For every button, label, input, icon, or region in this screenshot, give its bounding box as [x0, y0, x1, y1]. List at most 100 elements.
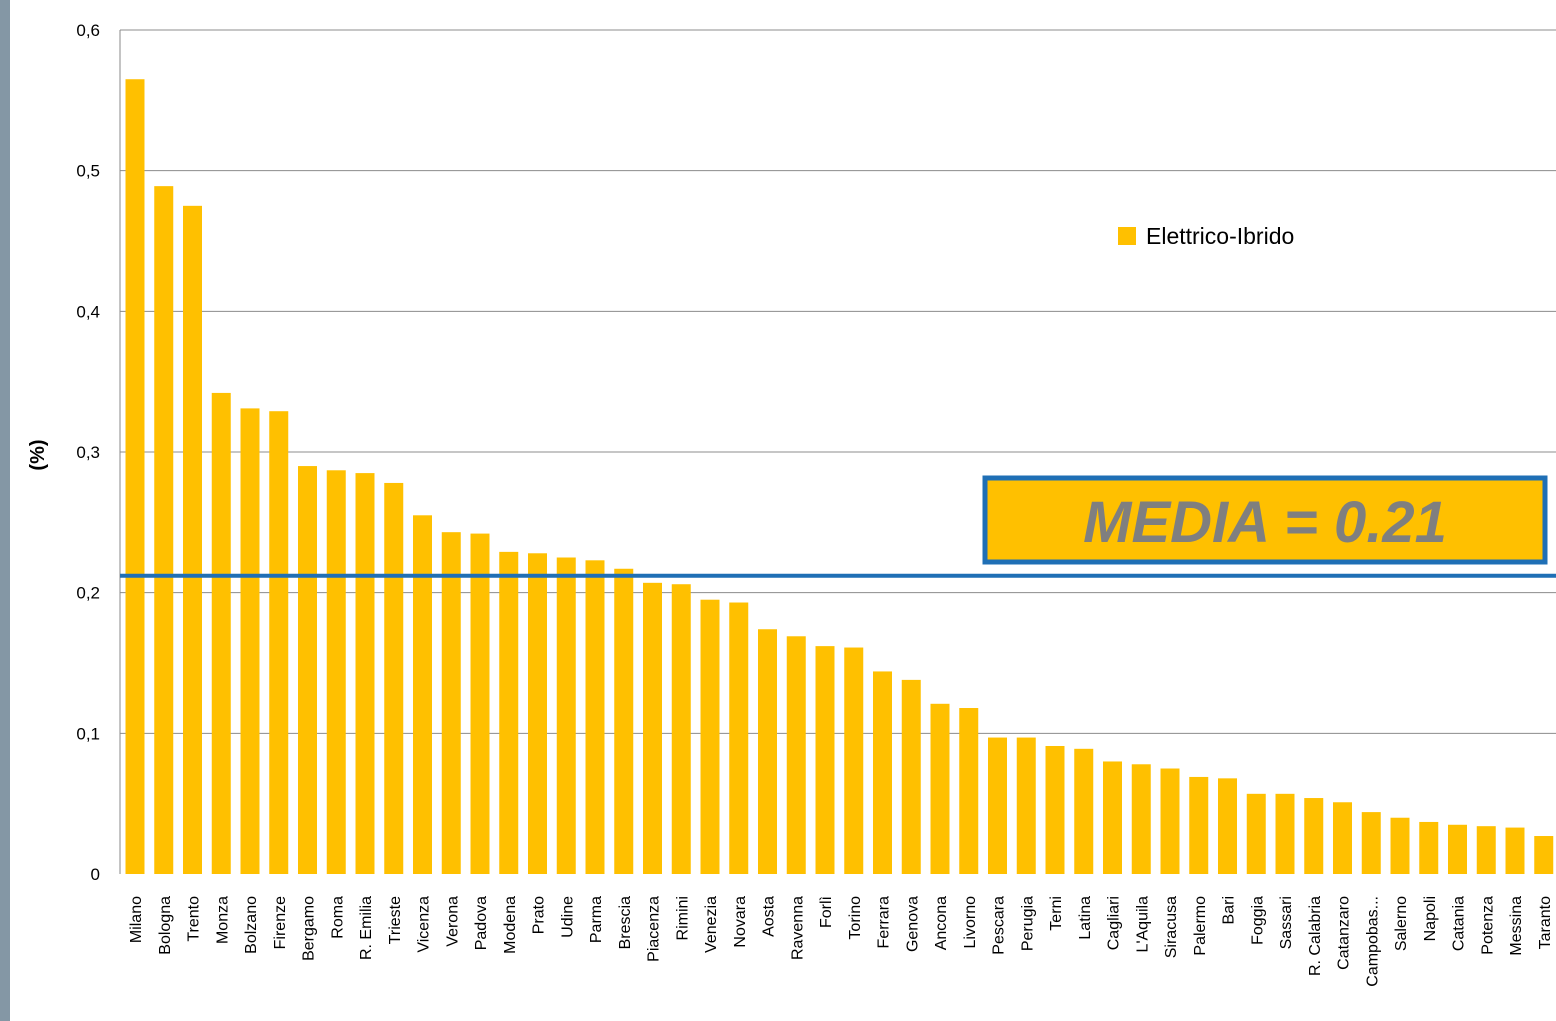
bar — [1045, 745, 1065, 874]
bar — [1103, 761, 1122, 874]
bar — [183, 205, 202, 875]
bar — [643, 582, 662, 874]
bar — [384, 482, 404, 874]
x-tick-label: Piacenza — [646, 896, 663, 962]
x-tick-label: Venezia — [703, 896, 720, 953]
bar — [1476, 826, 1496, 874]
bar — [470, 533, 490, 874]
bar — [873, 671, 892, 874]
mean-label: MEDIA = 0.21 — [1083, 490, 1447, 555]
x-tick-label: Ferrara — [876, 896, 893, 949]
x-tick-label: Catanzaro — [1336, 896, 1353, 970]
bar — [1505, 827, 1525, 874]
bar — [614, 568, 634, 874]
y-axis-ticks: 0 0,1 0,2 0,3 0,4 0,5 0,6 — [76, 21, 100, 884]
bar — [988, 737, 1007, 874]
x-tick-label: Livorno — [962, 896, 979, 949]
x-tick-label: Modena — [502, 896, 519, 954]
x-tick-label: Trieste — [387, 896, 404, 944]
mean-box: MEDIA = 0.21 — [982, 475, 1548, 565]
bar — [326, 470, 346, 874]
bar — [844, 647, 864, 874]
x-tick-label: Salerno — [1393, 896, 1410, 951]
bar — [125, 79, 145, 874]
bar — [1534, 836, 1554, 874]
x-tick-label: R. Calabria — [1307, 896, 1324, 976]
bar — [528, 553, 547, 874]
bar — [1131, 764, 1151, 874]
x-tick-label: Sassari — [1278, 896, 1295, 949]
x-tick-label: Firenze — [272, 896, 289, 949]
bar — [700, 599, 720, 874]
x-tick-label: Prato — [531, 896, 548, 934]
mean-box-background — [982, 475, 1548, 565]
x-tick-label: Potenza — [1479, 896, 1496, 955]
bar — [815, 646, 835, 874]
x-tick-label: Padova — [473, 896, 490, 950]
bar — [1333, 802, 1352, 874]
bar — [959, 708, 979, 874]
x-tick-label: Catania — [1451, 896, 1468, 951]
x-tick-label: Perugia — [1019, 896, 1036, 951]
x-tick-label: L'Aquila — [1134, 896, 1151, 953]
bar — [1275, 793, 1295, 874]
y-tick-label: 0,4 — [76, 302, 100, 321]
y-tick-label: 0,3 — [76, 443, 100, 462]
x-tick-label: Latina — [1077, 896, 1094, 940]
bar — [211, 392, 231, 874]
x-tick-label: Forlì — [818, 896, 835, 928]
y-tick-label: 0,5 — [76, 162, 100, 181]
x-tick-label: Napoli — [1422, 896, 1439, 941]
bar — [1304, 798, 1324, 874]
legend-label: Elettrico-Ibrido — [1146, 223, 1294, 249]
bar — [901, 679, 921, 874]
bar — [556, 557, 576, 874]
bar-chart: 0 0,1 0,2 0,3 0,4 0,5 0,6 (%) Milano Bologna Tre… — [27, 21, 1556, 987]
bar — [355, 473, 375, 874]
y-axis-label: (%) — [27, 439, 49, 470]
bar — [298, 466, 317, 874]
bars — [125, 79, 1554, 875]
y-tick-label: 0,6 — [76, 21, 100, 40]
x-tick-label: Novara — [732, 896, 749, 948]
x-axis-ticks: Milano Bologna Trento Monza Bolzano Firenze Be… — [128, 896, 1554, 987]
x-tick-label: Bari — [1221, 896, 1238, 924]
bar — [240, 408, 260, 874]
bar — [1189, 776, 1209, 874]
x-tick-label: Milano — [128, 896, 145, 943]
x-tick-label: Monza — [214, 896, 231, 944]
x-tick-label: Palermo — [1192, 896, 1209, 956]
bar — [413, 515, 432, 874]
chart-frame: 0 0,1 0,2 0,3 0,4 0,5 0,6 (%) Milano Bologna Tre… — [10, 0, 1556, 1021]
x-tick-label: Vicenza — [416, 896, 433, 953]
y-tick-label: 0 — [91, 865, 100, 884]
x-tick-label: Genova — [904, 896, 921, 952]
x-tick-label: Foggia — [1249, 896, 1266, 945]
bar — [269, 411, 289, 874]
x-tick-label: Taranto — [1537, 896, 1554, 949]
bar — [499, 551, 519, 874]
x-tick-label: Parma — [588, 896, 605, 943]
bar — [441, 532, 461, 874]
x-tick-label: Trento — [186, 896, 203, 942]
x-tick-label: Bologna — [157, 896, 174, 955]
x-tick-label: Udine — [559, 896, 576, 938]
x-tick-label: Torino — [847, 896, 864, 940]
x-tick-label: Campobas... — [1364, 896, 1381, 987]
x-tick-label: Aosta — [761, 896, 778, 937]
legend-swatch — [1118, 227, 1136, 245]
bar — [758, 629, 777, 874]
x-tick-label: Pescara — [991, 896, 1008, 955]
bar — [1448, 824, 1467, 874]
bar — [671, 584, 691, 874]
x-tick-label: Terni — [1048, 896, 1065, 931]
y-tick-label: 0,2 — [76, 584, 100, 603]
bar — [1016, 737, 1036, 874]
x-tick-label: Ancona — [933, 896, 950, 950]
y-tick-label: 0,1 — [76, 724, 100, 743]
bar — [1160, 768, 1180, 874]
bar — [1390, 817, 1410, 874]
bar — [154, 186, 174, 874]
bar — [1361, 812, 1381, 874]
bar — [1246, 793, 1266, 874]
